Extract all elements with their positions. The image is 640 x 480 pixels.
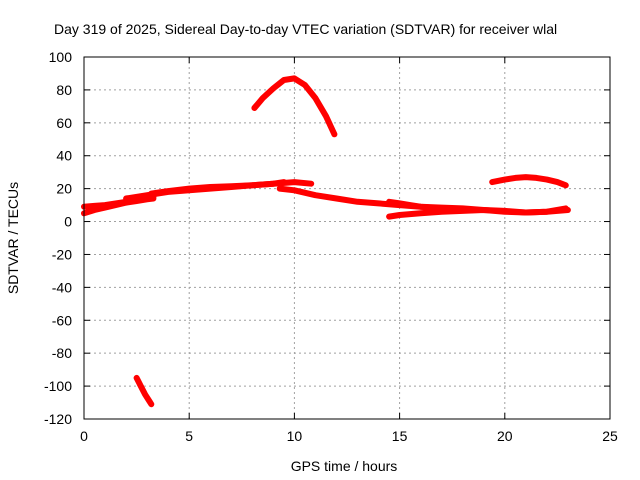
data-series <box>81 75 571 408</box>
y-tick-label: 0 <box>64 214 72 230</box>
y-axis-label: SDTVAR / TECUs <box>5 182 21 294</box>
series-arc-6 <box>386 205 569 220</box>
y-tick-label: 100 <box>49 49 73 65</box>
y-tick-label: -100 <box>44 378 72 394</box>
x-tick-label: 0 <box>80 428 88 444</box>
series-arc-8 <box>251 75 338 138</box>
y-tick-label: -120 <box>44 411 72 427</box>
plot-frame <box>83 56 611 420</box>
x-tick-label: 5 <box>185 428 193 444</box>
y-tick-label: -20 <box>52 246 72 262</box>
x-tick-label: 20 <box>497 428 513 444</box>
x-tick-label: 10 <box>287 428 303 444</box>
series-arc-4 <box>148 179 287 197</box>
series-arc-10 <box>133 374 155 408</box>
y-tick-label: -80 <box>52 345 72 361</box>
x-tick-label: 25 <box>602 428 618 444</box>
y-tick-label: 80 <box>56 82 72 98</box>
series-arc-7 <box>386 198 445 212</box>
chart-title: Day 319 of 2025, Sidereal Day-to-day VTE… <box>54 21 557 37</box>
y-tick-label: 40 <box>56 148 72 164</box>
y-tick-label: 20 <box>56 181 72 197</box>
series-arc-9 <box>489 174 569 189</box>
grid <box>84 57 610 419</box>
series-arc-2 <box>81 195 157 217</box>
tick-labels: 0 5 10 15 20 25 -120 -100 -80 -60 -40 -20 0 20 40 60 80 1… <box>44 49 618 444</box>
y-tick-label: -60 <box>52 312 72 328</box>
x-tick-label: 15 <box>392 428 408 444</box>
axis-ticks <box>83 56 611 420</box>
x-axis-label: GPS time / hours <box>291 458 398 474</box>
y-tick-label: -40 <box>52 279 72 295</box>
y-tick-label: 60 <box>56 115 72 131</box>
